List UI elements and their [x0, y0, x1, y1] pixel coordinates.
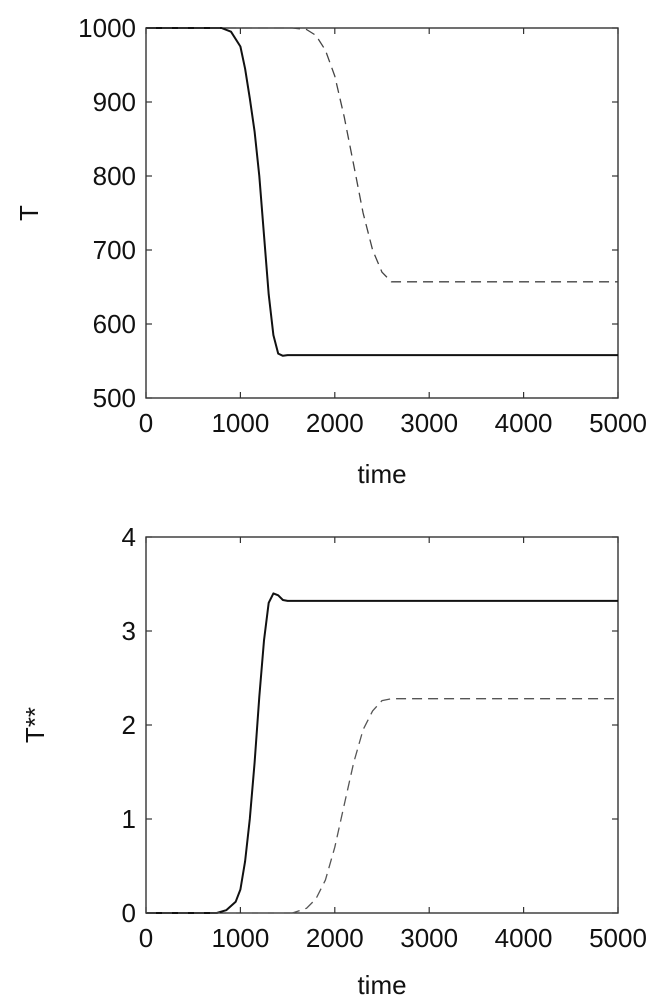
x-tick-label: 2000 [306, 923, 364, 953]
y-tick-label: 2 [122, 710, 136, 740]
y-tick-label: 0 [122, 898, 136, 928]
plot-frame [145, 27, 619, 399]
x-tick-label: 2000 [306, 408, 364, 438]
x-tick-label: 5000 [589, 408, 647, 438]
x-tick-label: 3000 [400, 923, 458, 953]
series-line-solid [146, 27, 618, 357]
series-line-solid [146, 592, 618, 914]
plot-frame [145, 536, 619, 914]
y-tick-label: 500 [93, 383, 136, 413]
x-tick-label: 0 [139, 923, 153, 953]
x-tick-label: 1000 [211, 408, 269, 438]
x-tick-label: 4000 [495, 923, 553, 953]
bottom-panel-Tstarstar-vs-time: 0 1000 2000 3000 4000 5000 0 1 2 3 4 time T** [20, 522, 647, 1000]
y-tick-label: 1000 [78, 13, 136, 43]
y-tick-label: 800 [93, 161, 136, 191]
x-tick-label: 1000 [211, 923, 269, 953]
y-tick-label: 1 [122, 804, 136, 834]
x-tick-label: 0 [139, 408, 153, 438]
series-line-dashed [146, 698, 618, 914]
y-tick-label: 3 [122, 616, 136, 646]
x-tick-label: 3000 [400, 408, 458, 438]
y-axis-label: T** [20, 707, 50, 743]
y-tick-label: 700 [93, 235, 136, 265]
x-tick-label: 4000 [495, 408, 553, 438]
y-tick-label: 900 [93, 87, 136, 117]
x-axis-label: time [357, 459, 406, 489]
y-axis-label: T [14, 205, 44, 221]
series-line-dashed [146, 27, 618, 283]
y-tick-label: 600 [93, 309, 136, 339]
top-panel-T-vs-time: 0 1000 2000 3000 4000 5000 500 600 700 800 900 1000… [14, 13, 647, 489]
x-tick-label: 5000 [589, 923, 647, 953]
y-tick-label: 4 [122, 522, 136, 552]
x-axis-label: time [357, 970, 406, 1000]
